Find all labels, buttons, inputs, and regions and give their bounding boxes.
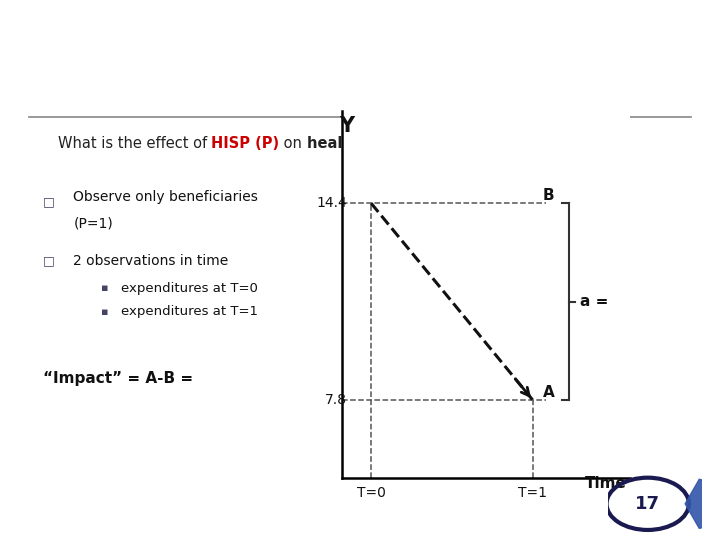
Text: ▪: ▪ [101,284,108,293]
Text: 2 observations in time: 2 observations in time [73,254,229,268]
Text: 14.4: 14.4 [316,196,347,210]
Text: What is the effect of: What is the effect of [58,136,212,151]
Text: A: A [543,386,554,400]
Text: Time: Time [585,476,626,491]
Text: □: □ [43,254,55,267]
Text: HISP (P): HISP (P) [212,136,279,151]
Text: on: on [279,136,307,151]
Text: B: B [543,188,554,203]
Text: T=1: T=1 [518,486,547,500]
Text: a =: a = [580,294,608,309]
Text: □: □ [43,195,55,208]
Text: 7.8: 7.8 [325,393,347,407]
Text: expenditures at T=1: expenditures at T=1 [121,306,258,319]
Text: T=0: T=0 [356,486,386,500]
Text: “Impact” = A-B =: “Impact” = A-B = [43,371,194,386]
Text: ▪: ▪ [101,307,108,317]
Text: health expenditures (Y)?: health expenditures (Y)? [307,136,512,151]
Text: expenditures at T=0: expenditures at T=0 [121,282,258,295]
Text: Case 1: Before & After: Case 1: Before & After [22,34,407,63]
Text: Y: Y [339,116,354,136]
Text: (P=1): (P=1) [73,217,113,231]
Text: 17: 17 [635,495,660,513]
Wedge shape [685,480,720,528]
Text: Observe only beneficiaries: Observe only beneficiaries [73,190,258,204]
